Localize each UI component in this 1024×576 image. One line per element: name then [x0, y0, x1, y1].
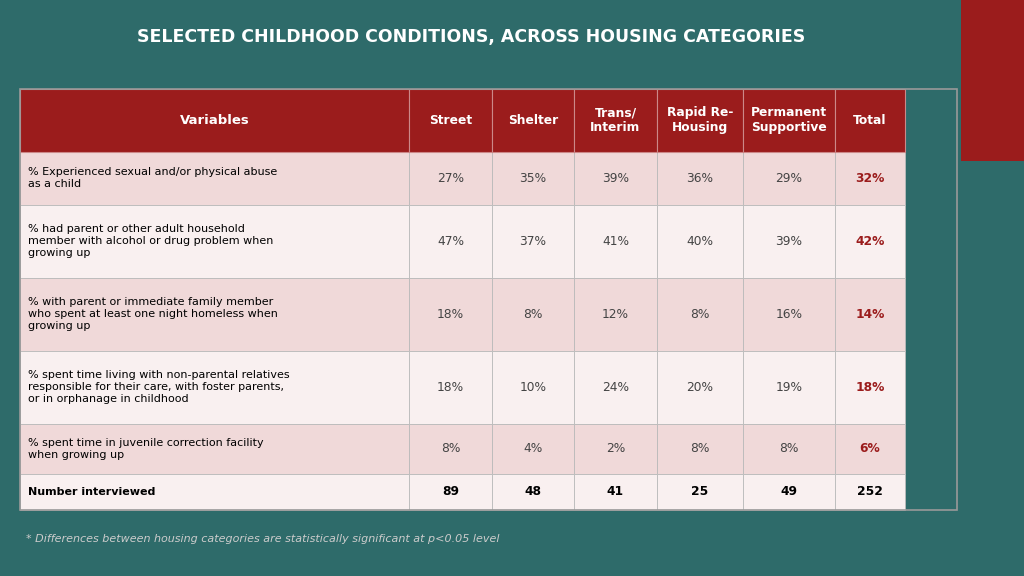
Text: 39%: 39%: [602, 172, 629, 184]
Text: 8%: 8%: [523, 308, 543, 321]
Text: SELECTED CHILDHOOD CONDITIONS, ACROSS HOUSING CATEGORIES: SELECTED CHILDHOOD CONDITIONS, ACROSS HO…: [137, 28, 805, 47]
Text: 2%: 2%: [606, 442, 625, 455]
Text: Trans/
Interim: Trans/ Interim: [590, 107, 641, 134]
Text: 25: 25: [691, 486, 709, 498]
Text: 47%: 47%: [437, 234, 464, 248]
Text: % Experienced sexual and/or physical abuse
as a child: % Experienced sexual and/or physical abu…: [28, 167, 276, 190]
Text: Variables: Variables: [180, 114, 250, 127]
Text: 20%: 20%: [686, 381, 714, 393]
Text: % spent time living with non-parental relatives
responsible for their care, with: % spent time living with non-parental re…: [28, 370, 289, 404]
Text: 24%: 24%: [602, 381, 629, 393]
Text: 39%: 39%: [775, 234, 802, 248]
Text: Street: Street: [429, 114, 472, 127]
Text: 89: 89: [442, 486, 459, 498]
Text: 8%: 8%: [779, 442, 799, 455]
Text: 4%: 4%: [523, 442, 543, 455]
Text: 18%: 18%: [437, 381, 464, 393]
Text: 42%: 42%: [855, 234, 885, 248]
Text: 48: 48: [524, 486, 542, 498]
Text: % spent time in juvenile correction facility
when growing up: % spent time in juvenile correction faci…: [28, 438, 263, 460]
Text: % with parent or immediate family member
who spent at least one night homeless w: % with parent or immediate family member…: [28, 297, 278, 331]
Text: 19%: 19%: [775, 381, 802, 393]
Text: 41: 41: [607, 486, 624, 498]
Text: 18%: 18%: [855, 381, 885, 393]
Text: 18%: 18%: [437, 308, 464, 321]
Text: 10%: 10%: [519, 381, 547, 393]
Text: % had parent or other adult household
member with alcohol or drug problem when
g: % had parent or other adult household me…: [28, 223, 273, 259]
Text: 6%: 6%: [859, 442, 881, 455]
Text: Total: Total: [853, 114, 887, 127]
Text: * Differences between housing categories are statistically significant at p<0.05: * Differences between housing categories…: [26, 533, 499, 544]
Text: 29%: 29%: [775, 172, 802, 184]
Text: 32%: 32%: [855, 172, 885, 184]
Text: 49: 49: [780, 486, 798, 498]
Text: 8%: 8%: [441, 442, 460, 455]
Text: 252: 252: [857, 486, 883, 498]
Text: 36%: 36%: [686, 172, 714, 184]
Text: 8%: 8%: [690, 308, 710, 321]
Text: 41%: 41%: [602, 234, 629, 248]
Text: 37%: 37%: [519, 234, 547, 248]
Text: 16%: 16%: [775, 308, 802, 321]
Text: 35%: 35%: [519, 172, 547, 184]
Text: 8%: 8%: [690, 442, 710, 455]
Text: Number interviewed: Number interviewed: [28, 487, 155, 497]
Text: Shelter: Shelter: [508, 114, 558, 127]
Text: Permanent
Supportive: Permanent Supportive: [751, 107, 826, 134]
Text: 27%: 27%: [437, 172, 464, 184]
Text: Rapid Re-
Housing: Rapid Re- Housing: [667, 107, 733, 134]
Text: 14%: 14%: [855, 308, 885, 321]
Text: 12%: 12%: [602, 308, 629, 321]
Text: 40%: 40%: [686, 234, 714, 248]
